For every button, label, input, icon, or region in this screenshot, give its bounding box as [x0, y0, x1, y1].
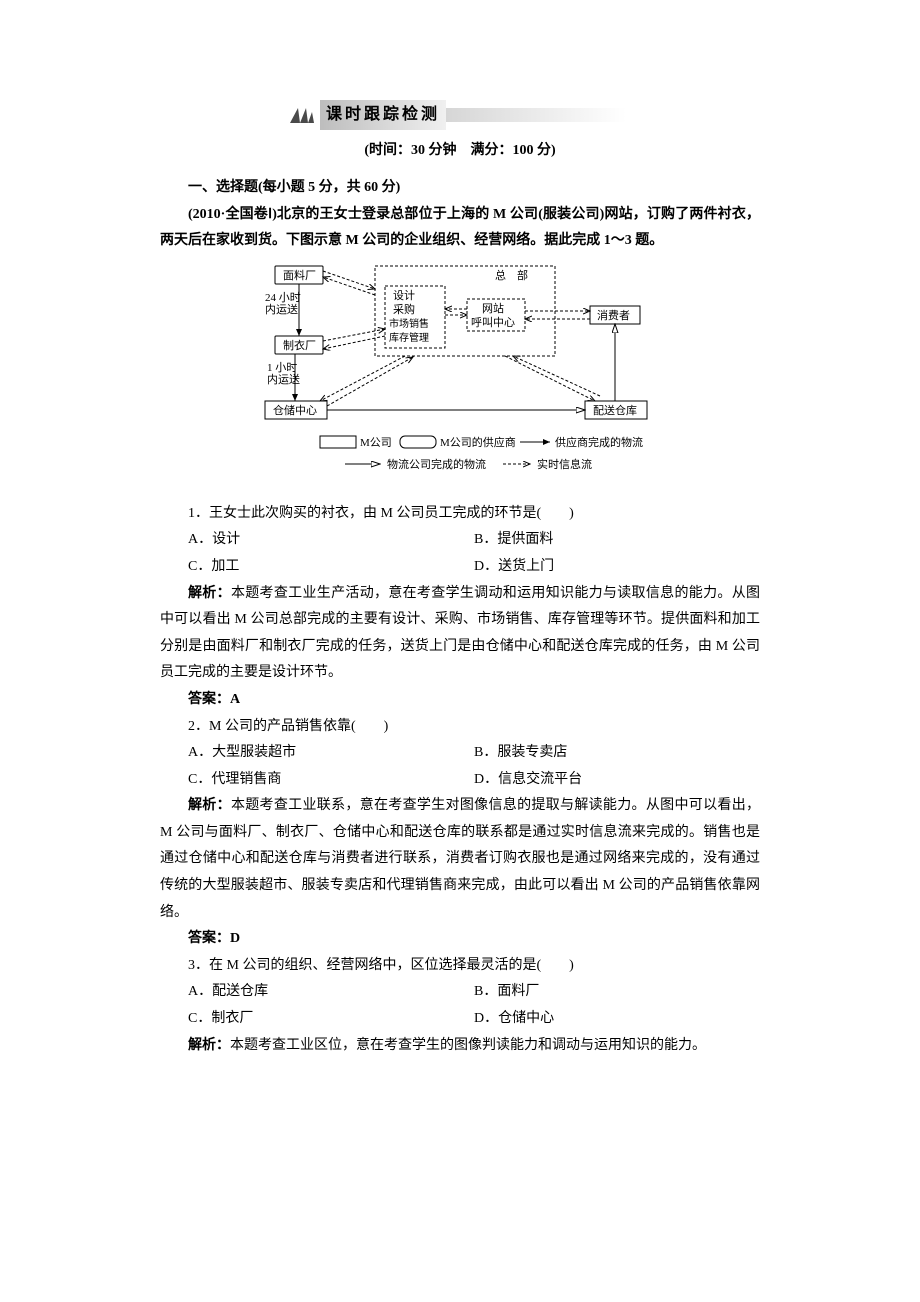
q3-stem: 3．在 M 公司的组织、经营网络中，区位选择最灵活的是( ) [160, 953, 760, 980]
svg-text:网站: 网站 [482, 301, 504, 315]
answer-label: 答案： [188, 931, 230, 946]
answer-label: 答案： [188, 692, 230, 707]
svg-text:设计: 设计 [393, 289, 415, 302]
svg-text:M公司的供应商: M公司的供应商 [440, 435, 516, 449]
q1-options: A．设计 B．提供面料 [188, 527, 760, 554]
intro-text: (2010·全国卷Ⅰ)北京的王女士登录总部位于上海的 M 公司(服装公司)网站，… [160, 207, 760, 249]
part1-heading: 一、选择题(每小题 5 分，共 60 分) [160, 175, 760, 202]
svg-text:1 小时: 1 小时 [267, 361, 297, 374]
svg-text:市场销售: 市场销售 [389, 317, 429, 330]
q3-analysis-text: 本题考查工业区位，意在考查学生的图像判读能力和调动与运用知识的能力。 [230, 1038, 706, 1053]
svg-text:物流公司完成的物流: 物流公司完成的物流 [387, 457, 486, 471]
q3-option-B: B．面料厂 [474, 979, 760, 1006]
org-network-diagram: 总 部 设计 采购 市场销售 库存管理 网站 呼叫中心 面料厂 制衣厂 仓储中心… [245, 261, 675, 491]
q2-option-A: A．大型服装超市 [188, 740, 474, 767]
svg-text:库存管理: 库存管理 [389, 331, 429, 344]
q3-option-A: A．配送仓库 [188, 979, 474, 1006]
analysis-label: 解析： [188, 586, 231, 601]
svg-text:采购: 采购 [393, 302, 415, 316]
q2-option-D: D．信息交流平台 [474, 767, 760, 794]
svg-text:制衣厂: 制衣厂 [283, 338, 316, 352]
q1-analysis-text: 本题考查工业生产活动，意在考查学生调动和运用知识能力与读取信息的能力。从图中可以… [160, 586, 760, 681]
q1-option-D: D．送货上门 [474, 554, 760, 581]
q3-options-row2: C．制衣厂 D．仓储中心 [188, 1006, 760, 1033]
svg-text:24 小时: 24 小时 [265, 291, 301, 304]
section-title: 课时跟踪检测 [320, 100, 446, 130]
svg-text:配送仓库: 配送仓库 [593, 403, 637, 417]
svg-text:实时信息流: 实时信息流 [537, 457, 592, 471]
q1-option-B: B．提供面料 [474, 527, 760, 554]
exam-meta: (时间：30 分钟 满分：100 分) [160, 138, 760, 165]
svg-text:M公司: M公司 [360, 437, 392, 449]
q1-stem: 1．王女士此次购买的衬衣，由 M 公司员工完成的环节是( ) [160, 501, 760, 528]
q2-analysis: 解析：本题考查工业联系，意在考查学生对图像信息的提取与解读能力。从图中可以看出，… [160, 793, 760, 926]
q2-analysis-text: 本题考查工业联系，意在考查学生对图像信息的提取与解读能力。从图中可以看出，M 公… [160, 798, 760, 919]
svg-text:总 部: 总 部 [495, 268, 528, 282]
q3-options: A．配送仓库 B．面料厂 [188, 979, 760, 1006]
q3-analysis: 解析：本题考查工业区位，意在考查学生的图像判读能力和调动与运用知识的能力。 [160, 1033, 760, 1060]
diagram: 总 部 设计 采购 市场销售 库存管理 网站 呼叫中心 面料厂 制衣厂 仓储中心… [160, 261, 760, 491]
svg-text:面料厂: 面料厂 [283, 268, 316, 282]
q1-options-row2: C．加工 D．送货上门 [188, 554, 760, 581]
header-bars-icon [290, 106, 320, 124]
q2-option-B: B．服装专卖店 [474, 740, 760, 767]
q2-options-row2: C．代理销售商 D．信息交流平台 [188, 767, 760, 794]
q1-option-C: C．加工 [188, 554, 474, 581]
q3-option-C: C．制衣厂 [188, 1006, 474, 1033]
q2-stem: 2．M 公司的产品销售依靠( ) [160, 714, 760, 741]
svg-text:内运送: 内运送 [265, 302, 298, 316]
q1-answer-value: A [230, 692, 240, 707]
q2-options: A．大型服装超市 B．服装专卖店 [188, 740, 760, 767]
q1-option-A: A．设计 [188, 527, 474, 554]
q2-answer-value: D [230, 931, 240, 946]
svg-text:消费者: 消费者 [597, 308, 630, 322]
svg-text:仓储中心: 仓储中心 [273, 403, 317, 417]
svg-text:呼叫中心: 呼叫中心 [471, 316, 515, 329]
q2-answer: 答案：D [160, 926, 760, 953]
q1-answer: 答案：A [160, 687, 760, 714]
intro-paragraph: (2010·全国卷Ⅰ)北京的王女士登录总部位于上海的 M 公司(服装公司)网站，… [160, 202, 760, 255]
svg-text:供应商完成的物流: 供应商完成的物流 [555, 435, 643, 449]
header-trail [446, 108, 626, 122]
q1-analysis: 解析：本题考查工业生产活动，意在考查学生调动和运用知识能力与读取信息的能力。从图… [160, 581, 760, 687]
analysis-label: 解析： [188, 798, 231, 813]
q2-option-C: C．代理销售商 [188, 767, 474, 794]
q3-option-D: D．仓储中心 [474, 1006, 760, 1033]
section-header: 课时跟踪检测 [290, 100, 760, 130]
analysis-label: 解析： [188, 1038, 230, 1053]
